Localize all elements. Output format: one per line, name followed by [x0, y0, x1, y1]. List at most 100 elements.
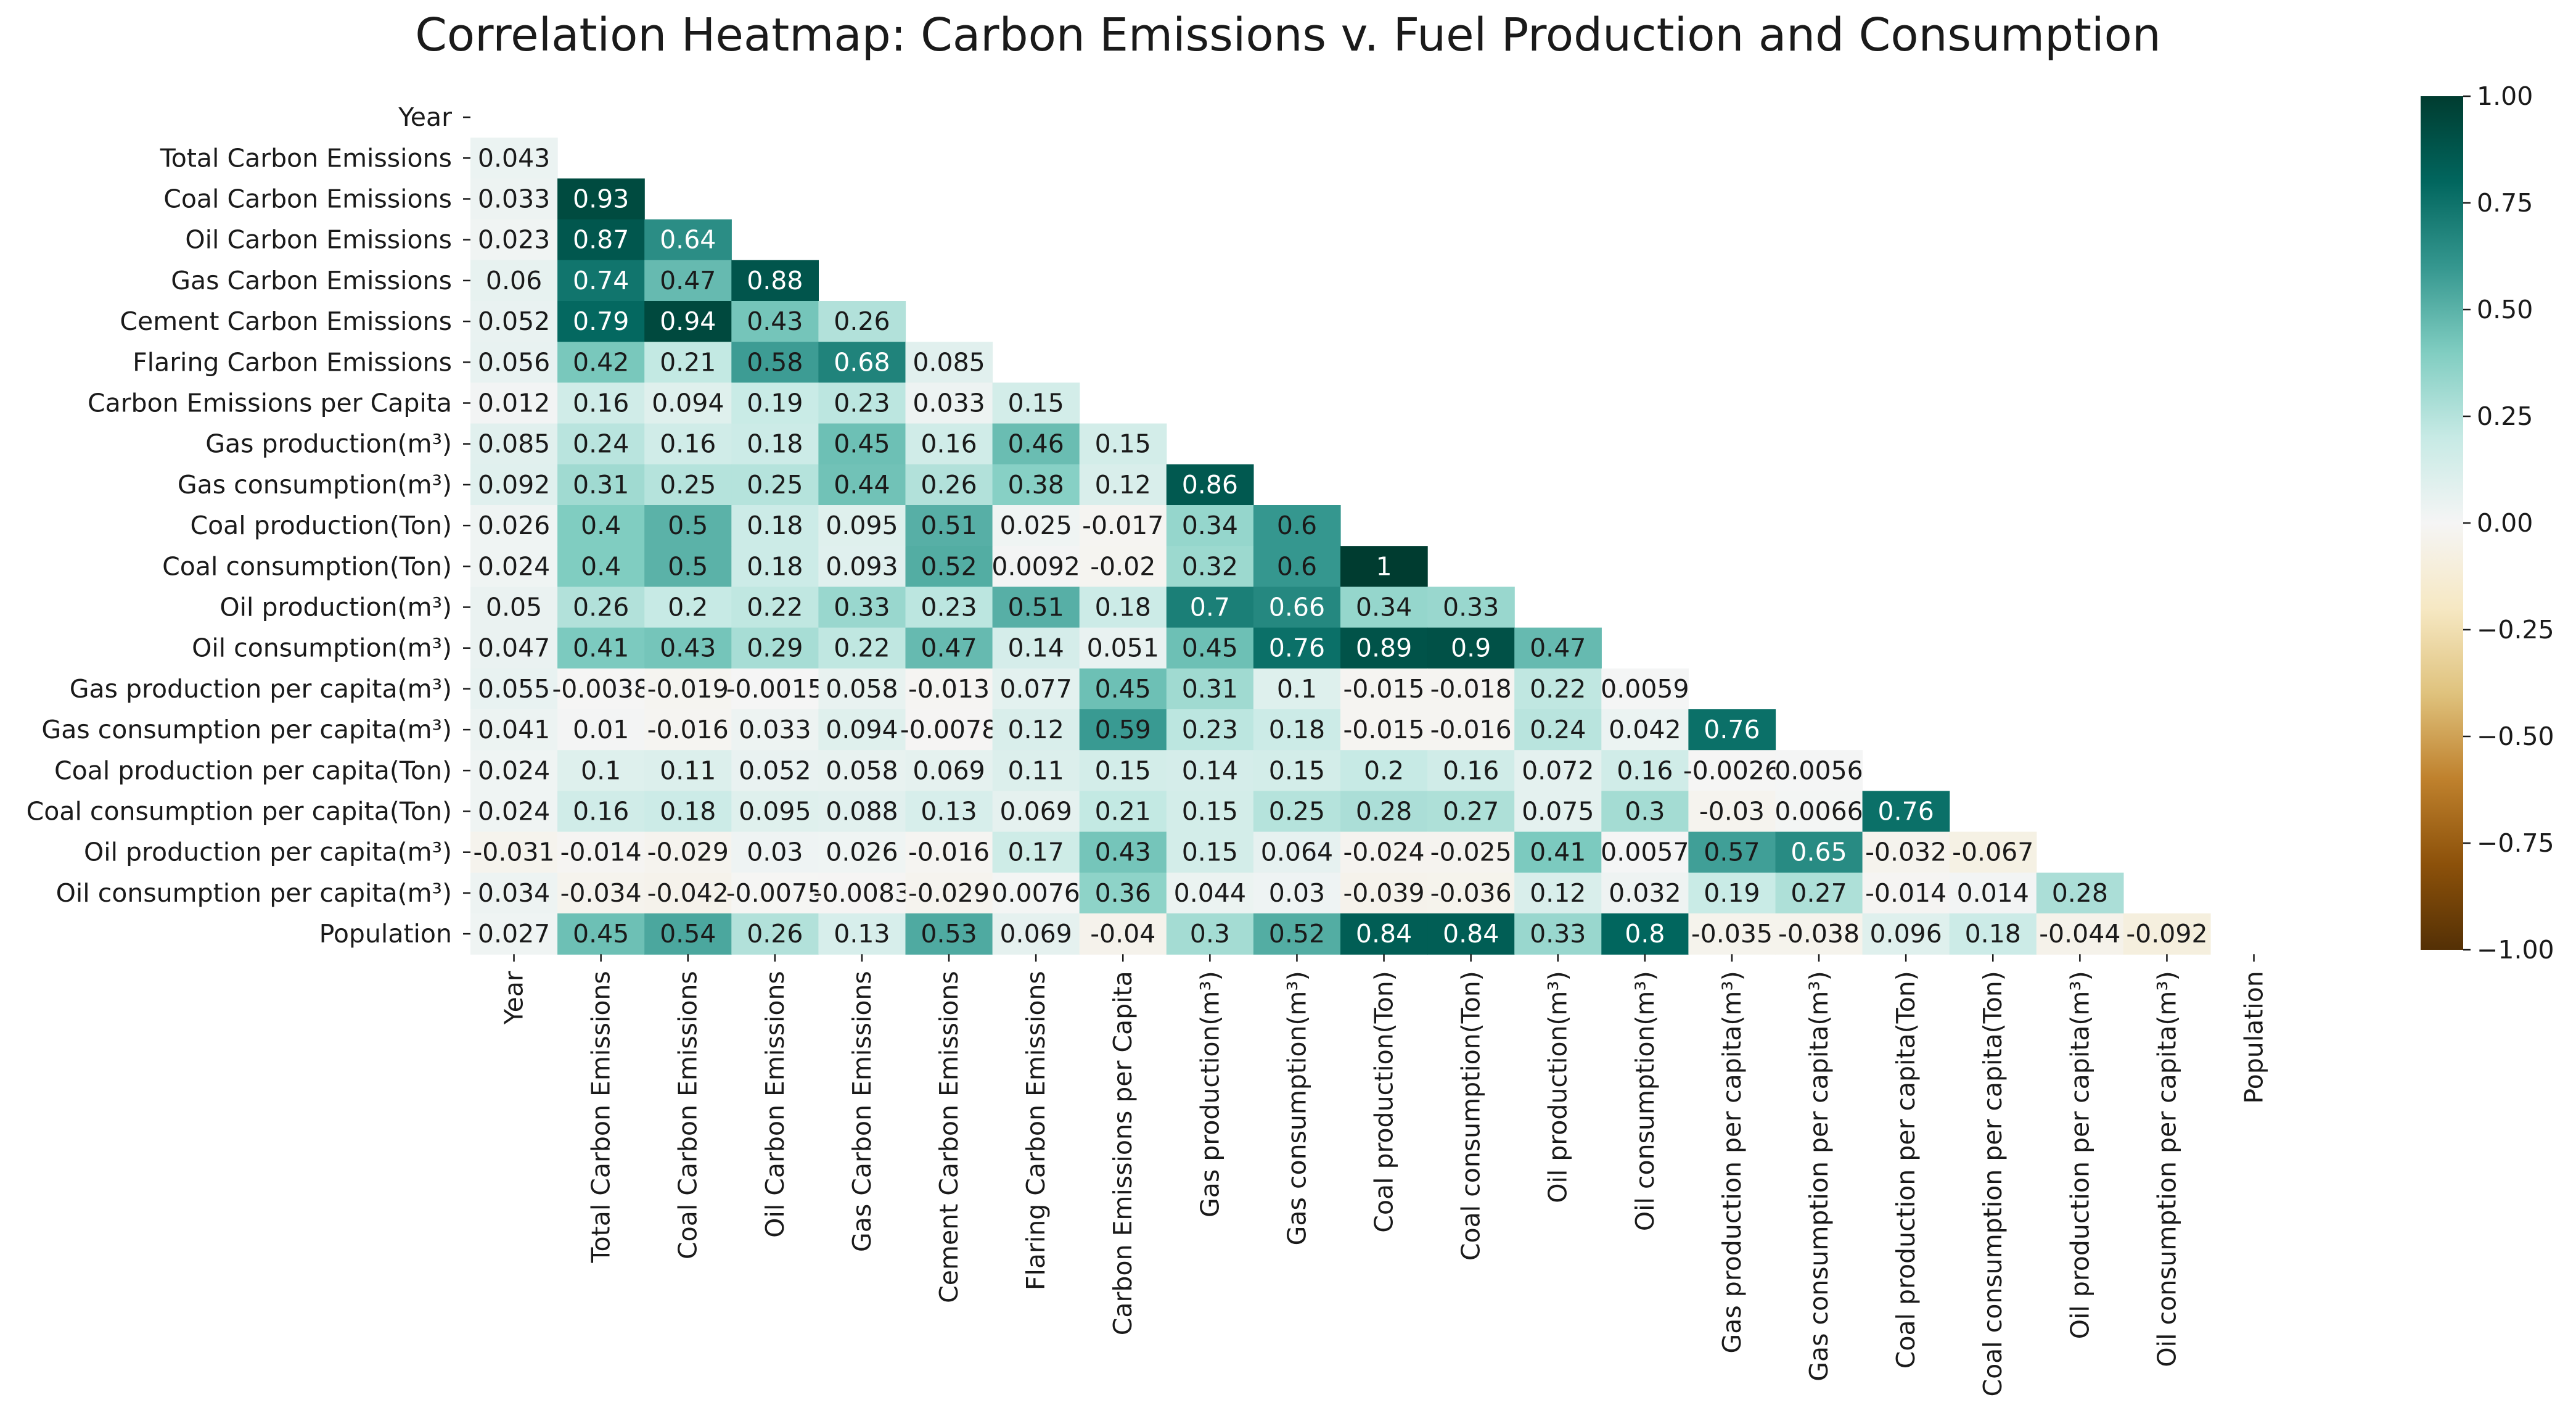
cell-value-label: 0.0076 — [991, 878, 1080, 908]
x-tick-label-total-carbon-emissions: Total Carbon Emissions — [586, 971, 616, 1263]
heatmap-cell — [1601, 750, 1689, 791]
cell-value-label: -0.014 — [1865, 878, 1946, 908]
cell-value-label: 0.16 — [921, 429, 977, 459]
cell-value-label: 0.18 — [747, 511, 803, 540]
cell-value-label: 0.51 — [1008, 593, 1064, 622]
x-tick-label-oil-production-per-capita-m: Oil production per capita(m³) — [2065, 971, 2094, 1339]
heatmap-cell — [1427, 587, 1515, 628]
cell-value-label: 0.18 — [747, 551, 803, 581]
cell-value-label: 0.44 — [834, 470, 890, 500]
cell-value-label: 0.088 — [826, 797, 898, 826]
heatmap-cell — [1166, 627, 1254, 669]
cell-value-label: 0.76 — [1878, 797, 1934, 826]
cell-value-label: 0.033 — [478, 184, 550, 214]
cell-value-label: 0.014 — [1957, 878, 2029, 908]
heatmap-cell — [1079, 913, 1167, 955]
cell-value-label: 0.096 — [1869, 919, 1942, 949]
heatmap-cell — [644, 505, 732, 546]
cell-value-label: 0.27 — [1443, 797, 1499, 826]
cell-value-label: -0.017 — [1082, 511, 1163, 540]
cell-value-label: 0.5 — [668, 551, 708, 581]
cell-value-label: 0.3 — [1190, 919, 1230, 949]
y-tick-label-cement-carbon-emissions: Cement Carbon Emissions — [120, 307, 452, 336]
heatmap-cell — [731, 709, 819, 751]
cell-value-label: 0.032 — [1609, 878, 1681, 908]
cell-value-label: 0.094 — [826, 715, 898, 744]
heatmap-cell — [1166, 546, 1254, 587]
heatmap-cell — [1427, 750, 1515, 791]
heatmap-cell — [992, 913, 1080, 955]
y-tick-label-year: Year — [398, 102, 452, 132]
heatmap-cell — [1166, 587, 1254, 628]
cell-value-label: -0.0038 — [552, 674, 650, 704]
heatmap-cell — [644, 913, 732, 955]
heatmap-cell — [1514, 668, 1602, 710]
cell-value-label: 0.24 — [1530, 715, 1586, 744]
cell-value-label: 0.15 — [1182, 797, 1238, 826]
cell-value-label: 0.38 — [1008, 470, 1064, 500]
heatmap-cell — [470, 791, 558, 833]
heatmap-cell — [470, 138, 558, 179]
heatmap-cell — [818, 587, 906, 628]
heatmap-cell — [644, 301, 732, 342]
heatmap-cell — [731, 668, 819, 710]
heatmap-cell — [905, 546, 993, 587]
heatmap-cell — [1253, 505, 1341, 546]
heatmap-cell — [1427, 668, 1515, 710]
heatmap-cell — [905, 831, 993, 873]
cell-value-label: -0.024 — [1343, 838, 1424, 867]
y-tick-label-coal-consumption-ton: Coal consumption(Ton) — [162, 551, 452, 581]
heatmap-cell — [470, 750, 558, 791]
heatmap-cell — [470, 831, 558, 873]
colorbar-tick-label: −1.00 — [2477, 935, 2554, 965]
heatmap-cell — [1862, 831, 1950, 873]
heatmap-cell — [557, 342, 645, 383]
x-tick-label-population: Population — [2239, 971, 2269, 1103]
heatmap-cell — [905, 872, 993, 914]
cell-value-label: 0.22 — [1530, 674, 1586, 704]
heatmap-cell — [557, 464, 645, 506]
heatmap-cell — [905, 587, 993, 628]
heatmap-cell — [1340, 913, 1428, 955]
heatmap-cell — [644, 668, 732, 710]
heatmap-cell — [1601, 872, 1689, 914]
heatmap-cell — [644, 587, 732, 628]
x-tick-label-gas-production-m: Gas production(m³) — [1195, 971, 1224, 1217]
heatmap-cell — [905, 913, 993, 955]
heatmap-cell — [1340, 546, 1428, 587]
heatmap-cell — [731, 342, 819, 383]
heatmap-cell — [470, 423, 558, 465]
cell-value-label: 0.0059 — [1601, 674, 1689, 704]
heatmap-cell — [1079, 546, 1167, 587]
cell-value-label: 0.9 — [1451, 633, 1491, 663]
heatmap-cell — [1166, 668, 1254, 710]
cell-value-label: 0.32 — [1182, 551, 1238, 581]
heatmap-cell — [1079, 831, 1167, 873]
heatmap-cell — [1427, 627, 1515, 669]
cell-value-label: 0.012 — [478, 389, 550, 418]
y-tick-label-coal-carbon-emissions: Coal Carbon Emissions — [163, 184, 452, 214]
heatmap-cell — [1514, 627, 1602, 669]
y-tick-label-carbon-emissions-per-capita: Carbon Emissions per Capita — [88, 389, 452, 418]
cell-value-label: 0.47 — [1530, 633, 1586, 663]
heatmap-cell — [818, 382, 906, 424]
heatmap-cell — [1514, 709, 1602, 751]
heatmap-cell — [731, 872, 819, 914]
heatmap-cell — [1253, 587, 1341, 628]
heatmap-cell — [1079, 668, 1167, 710]
heatmap-cell — [818, 913, 906, 955]
cell-value-label: 0.86 — [1182, 470, 1238, 500]
colorbar-tick-label: 0.00 — [2477, 508, 2533, 538]
cell-value-label: 0.072 — [1522, 756, 1594, 785]
colorbar-tick-label: 1.00 — [2477, 81, 2533, 111]
heatmap-cell — [1166, 831, 1254, 873]
cell-value-label: -0.04 — [1090, 919, 1155, 949]
heatmap-cell — [1514, 872, 1602, 914]
cell-value-label: 0.29 — [747, 633, 803, 663]
cell-value-label: 0.03 — [1269, 878, 1325, 908]
cell-value-label: 0.16 — [1617, 756, 1673, 785]
cell-value-label: 0.79 — [573, 307, 629, 336]
cell-value-label: -0.042 — [647, 878, 729, 908]
